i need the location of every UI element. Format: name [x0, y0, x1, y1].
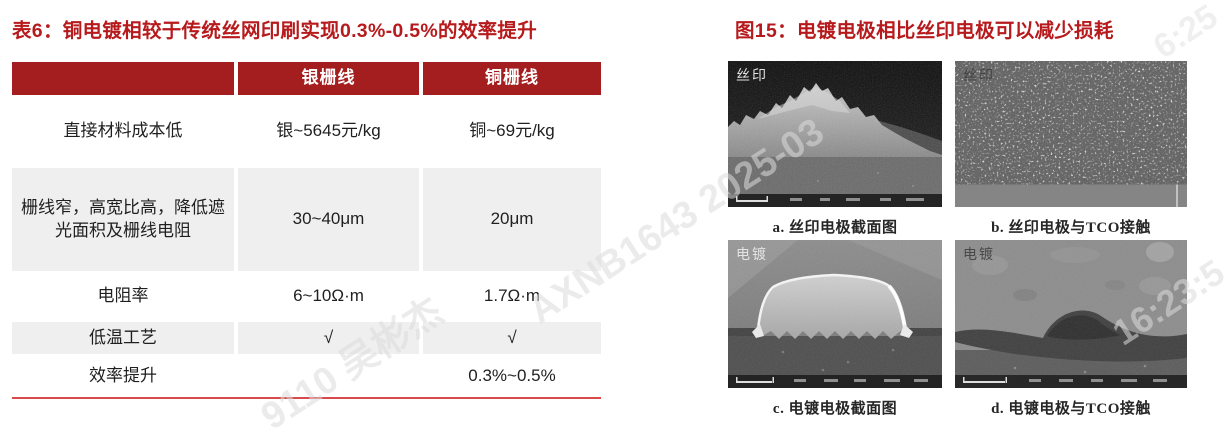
- row-lowtemp-silver: √: [238, 322, 419, 354]
- caption-b: b. 丝印电极与TCO接触: [991, 220, 1151, 236]
- row-resistivity-label: 电阻率: [97, 286, 149, 306]
- caption-d: d. 电镀电极与TCO接触: [991, 401, 1151, 417]
- row-material-cost-label: 直接材料成本低: [63, 121, 183, 141]
- overlay-label-electroplated: 电镀: [963, 246, 995, 262]
- overlay-label-screenprint: 丝印: [963, 67, 995, 83]
- figure-c-electroplated-cross-section: 电镀 c. 电镀电极截面图: [728, 240, 942, 418]
- row-efficiency-label: 效率提升: [89, 366, 157, 386]
- table-header-silver: 银栅线: [238, 62, 419, 95]
- row-linewidth-label: 栅线窄，高宽比高，降低遮光面积及栅线电阻: [12, 168, 234, 271]
- row-efficiency-copper: 0.3%~0.5%: [468, 366, 556, 386]
- figure-b-screenprint-tco-contact: 丝印 b. 丝印电极与TCO接触: [955, 61, 1187, 237]
- sem-image-b: [955, 61, 1187, 207]
- watermark-fragment: 6:25: [1146, 0, 1224, 67]
- figure-a-screenprint-cross-section: 丝印 a. 丝印电极截面图: [728, 61, 942, 237]
- table-bottom-rule: [12, 397, 601, 399]
- table-header-blank: [12, 62, 234, 95]
- overlay-label-screenprint: 丝印: [736, 67, 768, 83]
- row-lowtemp-copper: √: [423, 322, 601, 354]
- comparison-table: 银栅线 铜栅线 直接材料成本低 银~5645元/kg 铜~69元/kg 栅线窄，…: [12, 62, 601, 399]
- figure-d-electroplated-tco-contact: 电镀 d. 电镀电极与TCO接触: [955, 240, 1187, 418]
- figure-title: 图15：电镀电极相比丝印电极可以减少损耗: [735, 20, 1114, 42]
- sem-image-a: [728, 61, 942, 207]
- caption-c: c. 电镀电极截面图: [772, 401, 898, 417]
- row-material-cost-silver: 银~5645元/kg: [276, 121, 381, 141]
- caption-a: a. 丝印电极截面图: [772, 220, 898, 236]
- sem-image-d: [955, 240, 1187, 388]
- sem-image-c: [728, 240, 942, 388]
- table-header-copper: 铜栅线: [423, 62, 601, 95]
- table-title: 表6：铜电镀相较于传统丝网印刷实现0.3%-0.5%的效率提升: [12, 20, 538, 42]
- row-linewidth-silver: 30~40μm: [238, 168, 419, 271]
- row-material-cost-copper: 铜~69元/kg: [469, 121, 555, 141]
- row-efficiency-silver: [238, 354, 419, 399]
- row-linewidth-copper: 20μm: [423, 168, 601, 271]
- row-resistivity-silver: 6~10Ω·m: [293, 286, 364, 306]
- overlay-label-electroplated: 电镀: [736, 246, 768, 262]
- row-resistivity-copper: 1.7Ω·m: [483, 286, 541, 306]
- row-lowtemp-label: 低温工艺: [12, 322, 234, 354]
